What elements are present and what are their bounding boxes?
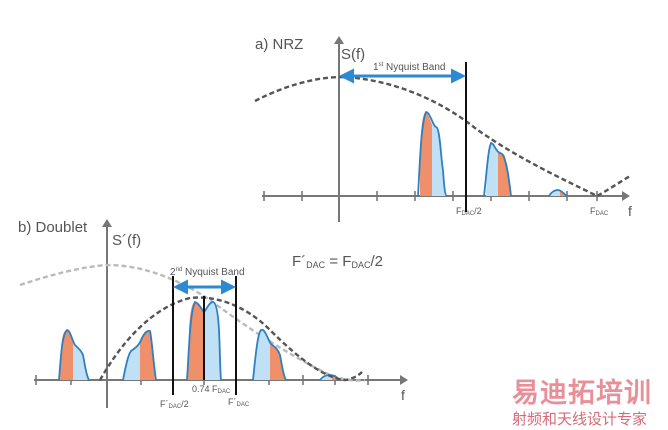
panel-a-tick-label-fdac-half: FDAC/2 <box>456 206 482 217</box>
panel-a-tick-label-fdac: FDAC <box>590 206 609 217</box>
panel-a-nrz: a) NRZ S(f) f <box>254 36 632 222</box>
panel-a-nyquist-band-label: 1st Nyquist Band <box>373 62 446 73</box>
panel-b-label: b) Doublet <box>18 219 88 236</box>
panel-a-x-axis-label: f <box>628 203 632 219</box>
panel-b-x-axis-label: f <box>401 387 405 403</box>
panel-a-y-axis-arrowhead <box>334 36 344 44</box>
equation-fdac-prime: F´DAC = FDAC/2 <box>292 253 383 270</box>
panel-b-y-axis-arrowhead <box>102 219 112 227</box>
panel-b-image-2 <box>122 329 157 381</box>
panel-a-y-axis-label: S(f) <box>341 46 365 63</box>
panel-a-sinc-envelope <box>254 75 631 198</box>
panel-b-x-axis-arrowhead <box>400 375 408 385</box>
panel-b-y-axis-label: S´(f) <box>112 232 141 249</box>
panel-b-light-envelope <box>19 263 366 382</box>
panel-b-image-1 <box>58 329 90 381</box>
panel-b-nyquist-band-label: 2nd Nyquist Band <box>170 267 245 278</box>
panel-a-image-1 <box>417 111 448 197</box>
panel-b-image-4 <box>252 328 287 381</box>
panel-b-doublet: b) Doublet S´(f) f <box>18 219 408 410</box>
panel-a-label: a) NRZ <box>255 36 303 53</box>
watermark-title: 易迪拓培训 <box>512 378 652 409</box>
panel-b-tick-label-fdac-prime: F´DAC <box>228 397 250 408</box>
panel-b-doublet-envelope <box>98 296 363 382</box>
panel-b-tick-label-fdac-prime-half: F´DAC/2 <box>160 399 189 410</box>
panel-a-x-axis-arrowhead <box>622 191 630 201</box>
watermark-subtitle: 射频和天线设计专家 <box>512 410 647 428</box>
panel-a-image-3 <box>548 189 568 197</box>
panel-b-tick-label-074-fdac: 0.74 FDAC <box>192 384 231 395</box>
watermark-logo: 易迪拓培训 射频和天线设计专家 <box>512 378 652 428</box>
panel-a-image-2 <box>483 142 512 197</box>
